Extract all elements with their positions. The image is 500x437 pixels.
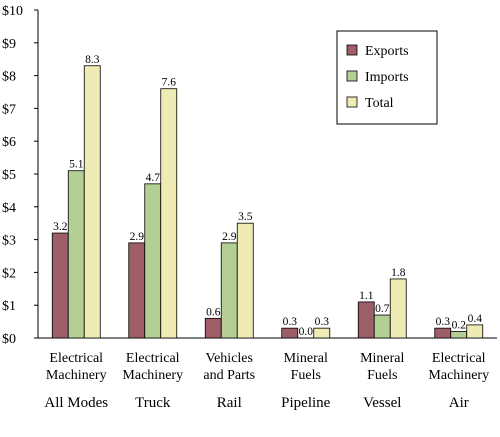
y-tick-label: $6 (2, 135, 16, 150)
mode-label: Vessel (363, 395, 401, 411)
bar-exports (357, 301, 375, 339)
bars (51, 65, 484, 339)
data-label: 3.5 (238, 211, 253, 223)
data-label: 3.2 (53, 221, 68, 233)
legend-swatch-exports (346, 44, 358, 56)
data-label: 0.3 (315, 316, 330, 328)
bar-total (160, 88, 178, 339)
bar-imports (144, 183, 162, 339)
mode-label: All Modes (44, 395, 108, 411)
y-tick-label: $7 (2, 102, 16, 117)
y-tick-label: $5 (2, 168, 16, 183)
legend-label: Exports (365, 44, 409, 59)
data-label: 8.3 (85, 54, 100, 66)
data-label: 4.7 (146, 172, 161, 184)
category-label: Machinery (428, 368, 489, 383)
data-label: 7.6 (162, 77, 177, 89)
data-label: 0.0 (299, 326, 314, 338)
data-label: 0.3 (436, 316, 451, 328)
bar-exports (434, 327, 452, 339)
bar-total (83, 65, 101, 339)
category-label: Electrical (49, 351, 103, 366)
bar-imports (220, 242, 238, 339)
category-label: Vehicles (206, 351, 253, 366)
legend-label: Imports (365, 70, 409, 85)
y-tick-label: $0 (2, 332, 16, 347)
bar-imports (373, 314, 391, 339)
bar-exports (281, 327, 299, 339)
legend-label: Total (365, 96, 394, 111)
mode-label: Rail (217, 395, 242, 411)
category-label: Machinery (46, 368, 107, 383)
mode-label: Truck (135, 395, 171, 411)
bar-imports (67, 170, 85, 339)
legend: Exports Imports Total (336, 30, 438, 125)
category-label: and Parts (203, 368, 255, 383)
data-labels: 3.25.18.32.94.77.60.62.93.50.30.00.31.10… (53, 54, 482, 338)
y-tick-label: $4 (2, 201, 16, 216)
category-label: Fuels (367, 368, 397, 383)
bar-exports (51, 232, 69, 339)
bar-exports (204, 317, 222, 339)
data-label: 0.6 (206, 306, 221, 318)
data-label: 2.9 (222, 231, 237, 243)
y-tick-label: $3 (2, 234, 16, 249)
category-label: Electrical (126, 351, 180, 366)
y-tick-label: $2 (2, 266, 16, 281)
category-label: Fuels (291, 368, 321, 383)
category-label: Electrical (432, 351, 486, 366)
data-label: 1.8 (391, 267, 406, 279)
mode-label: Pipeline (281, 395, 331, 411)
category-label: Mineral (284, 351, 328, 366)
legend-swatch-imports (346, 70, 358, 82)
data-label: 0.4 (468, 313, 483, 325)
y-tick-label: $1 (2, 299, 16, 314)
bar-imports (450, 331, 468, 339)
bar-exports (128, 242, 146, 339)
bar-total (313, 327, 331, 339)
data-label: 0.3 (283, 316, 298, 328)
y-axis-ticks: $0 $1 $2 $3 $4 $5 $6 $7 $8 $9 $10 (2, 4, 38, 347)
data-label: 0.7 (375, 303, 390, 315)
data-label: 0.2 (452, 319, 467, 331)
category-label: Machinery (122, 368, 183, 383)
y-tick-label: $10 (2, 4, 23, 19)
y-tick-label: $9 (2, 37, 16, 52)
bar-total (466, 324, 484, 339)
data-label: 1.1 (359, 290, 374, 302)
y-tick-label: $8 (2, 70, 16, 85)
data-label: 2.9 (130, 231, 145, 243)
category-labels: Electrical Machinery All Modes Electrical Ma… (44, 351, 489, 411)
mode-label: Air (449, 395, 469, 411)
bar-total (389, 278, 407, 339)
legend-swatch-total (346, 96, 358, 108)
data-label: 5.1 (69, 159, 84, 171)
bar-total (236, 222, 254, 339)
category-label: Mineral (360, 351, 404, 366)
